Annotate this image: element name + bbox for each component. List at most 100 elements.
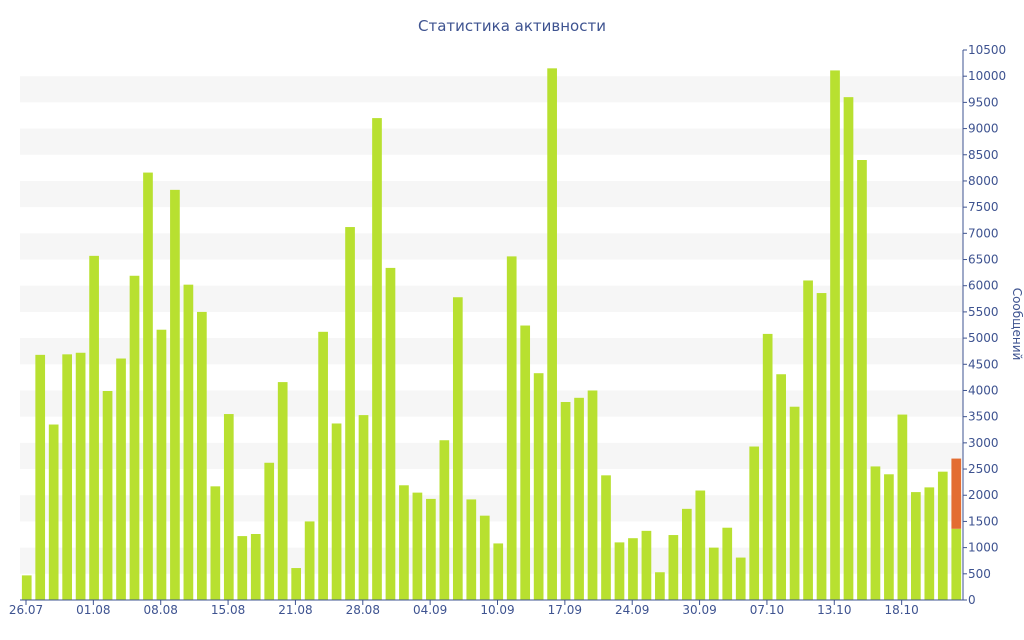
y-tick-label: 8500 xyxy=(968,148,999,162)
bar xyxy=(870,466,881,600)
bar xyxy=(641,530,652,600)
y-tick-label: 500 xyxy=(968,567,991,581)
bar xyxy=(708,547,719,600)
bar xyxy=(843,97,854,601)
bar xyxy=(358,415,369,600)
grid-band xyxy=(20,180,963,208)
bar xyxy=(533,373,544,600)
bar xyxy=(304,521,315,600)
y-tick-label: 4000 xyxy=(968,383,999,397)
y-tick-label: 10000 xyxy=(968,69,1006,83)
bar xyxy=(520,325,531,600)
last-bar-group xyxy=(951,458,962,600)
bar xyxy=(587,390,598,600)
grid-band xyxy=(20,128,963,155)
bar xyxy=(655,572,665,600)
x-tick-label: 10.09 xyxy=(480,603,514,617)
x-tick-label: 17.09 xyxy=(548,603,582,617)
bar xyxy=(560,402,571,600)
bar xyxy=(452,297,463,600)
x-tick-label: 24.09 xyxy=(615,603,649,617)
x-tick-label: 01.08 xyxy=(76,603,110,617)
bar xyxy=(183,284,194,600)
y-tick-label: 9000 xyxy=(968,122,999,136)
y-tick-label: 0 xyxy=(968,593,976,607)
bar xyxy=(102,391,113,600)
bar xyxy=(803,280,813,600)
bar xyxy=(857,160,867,600)
bar xyxy=(75,352,86,600)
bar xyxy=(466,499,477,600)
bar-series xyxy=(21,68,948,601)
bar xyxy=(884,474,894,600)
bar xyxy=(21,575,32,600)
bar xyxy=(170,189,180,600)
bar xyxy=(830,70,840,600)
bar xyxy=(116,358,126,600)
bar xyxy=(426,498,436,600)
bar xyxy=(695,490,706,600)
bar xyxy=(412,492,423,600)
bar xyxy=(937,471,948,600)
y-tick-label: 5000 xyxy=(968,331,999,345)
bar xyxy=(318,331,328,600)
x-tick-label: 15.08 xyxy=(211,603,245,617)
bar xyxy=(399,485,409,600)
bar xyxy=(264,462,275,600)
bar xyxy=(237,536,248,600)
bar xyxy=(547,68,557,601)
x-tick-label: 04.09 xyxy=(413,603,447,617)
x-tick-label: 18.10 xyxy=(884,603,918,617)
y-tick-label: 9500 xyxy=(968,95,999,109)
bar xyxy=(331,423,342,600)
x-tick-label: 13.10 xyxy=(817,603,851,617)
y-tick-label: 1500 xyxy=(968,514,999,528)
y-tick-label: 2500 xyxy=(968,462,999,476)
bar xyxy=(789,406,800,600)
x-axis-ticks: 26.07 01.08 08.08 15.08 21.08 28.08 04.09 10.09… xyxy=(9,600,919,617)
y-tick-label: 5500 xyxy=(968,305,999,319)
y-tick-label: 4500 xyxy=(968,357,999,371)
bar xyxy=(385,267,396,600)
bar xyxy=(574,397,584,600)
bar xyxy=(628,538,638,600)
bar xyxy=(439,440,450,600)
y-tick-label: 3000 xyxy=(968,436,999,450)
bar xyxy=(924,487,935,600)
bar xyxy=(749,446,760,600)
bar xyxy=(493,543,504,600)
last-bar-highlight xyxy=(951,458,962,529)
bar xyxy=(668,535,679,600)
y-axis-ticks: 0 500 1000 1500 2000 2500 3000 3500 4000 4500 5000… xyxy=(963,43,1006,607)
y-tick-label: 8000 xyxy=(968,174,999,188)
bar xyxy=(35,354,46,600)
bar xyxy=(291,568,302,600)
bar xyxy=(614,542,625,600)
y-tick-label: 6500 xyxy=(968,253,999,267)
last-bar-base xyxy=(951,528,962,600)
y-axis-label: Сообщений xyxy=(1010,288,1024,361)
bar xyxy=(62,354,72,600)
grid-band xyxy=(20,233,963,260)
bar xyxy=(601,475,611,600)
y-tick-label: 2000 xyxy=(968,488,999,502)
x-tick-label: 21.08 xyxy=(278,603,312,617)
y-tick-label: 7000 xyxy=(968,226,999,240)
y-tick-label: 1000 xyxy=(968,541,999,555)
bar xyxy=(911,492,921,600)
bar xyxy=(250,534,261,600)
x-tick-label: 26.07 xyxy=(9,603,43,617)
x-tick-label: 28.08 xyxy=(346,603,380,617)
bar xyxy=(210,486,221,600)
bar xyxy=(735,557,746,600)
y-tick-label: 7500 xyxy=(968,200,999,214)
chart-title: Статистика активности xyxy=(418,17,606,35)
grid-band xyxy=(20,76,963,103)
bar xyxy=(897,414,908,600)
x-tick-label: 07.10 xyxy=(750,603,784,617)
bar xyxy=(197,311,207,600)
bar xyxy=(372,118,382,600)
bar xyxy=(223,414,234,600)
y-tick-label: 6000 xyxy=(968,279,999,293)
